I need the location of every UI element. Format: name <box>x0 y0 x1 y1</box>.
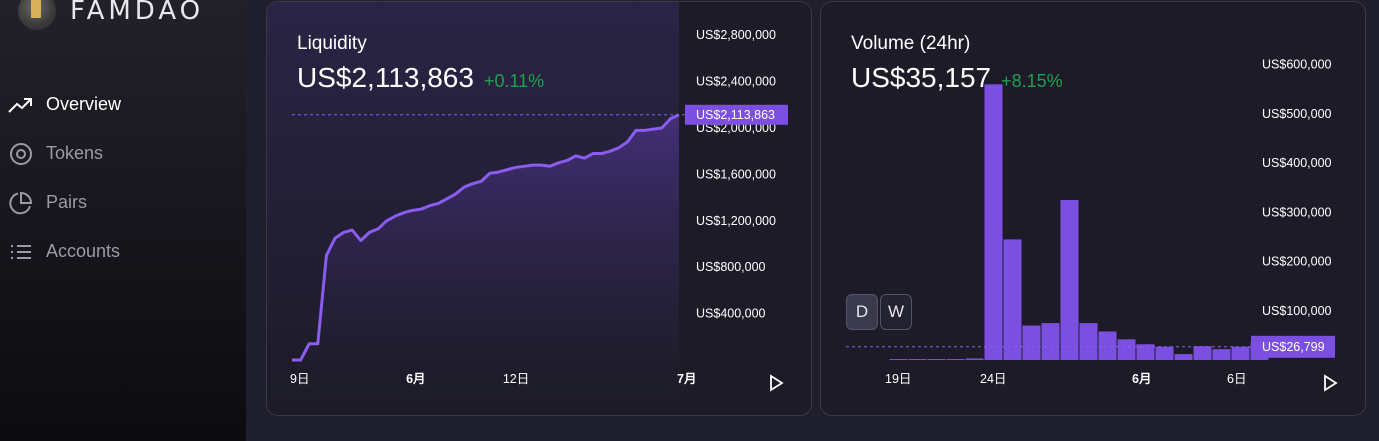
y-tick-label: US$2,800,000 <box>696 28 776 42</box>
x-tick-label: 9日 <box>290 372 309 386</box>
volume-value: US$35,157 +8.15% <box>851 62 1063 94</box>
play-icon[interactable] <box>767 374 785 392</box>
volume-bar[interactable] <box>1231 346 1250 360</box>
daily-toggle-button[interactable]: D <box>846 294 878 330</box>
liquidity-amount: US$2,113,863 <box>297 62 474 93</box>
volume-bar[interactable] <box>1136 344 1155 360</box>
liquidity-chart[interactable]: US$2,800,000US$2,400,000US$2,000,000US$1… <box>267 2 812 416</box>
sidebar-item-tokens[interactable]: Tokens <box>8 129 121 178</box>
target-icon <box>8 141 34 167</box>
volume-bar[interactable] <box>1117 339 1136 360</box>
volume-change: +8.15% <box>1001 71 1063 91</box>
famdao-logo <box>18 0 56 30</box>
volume-card: US$600,000 US$500,000 US$400,000 US$300,000… <box>820 1 1366 416</box>
sidebar-item-pairs[interactable]: Pairs <box>8 178 121 227</box>
y-tick-label: US$300,000 <box>1262 205 1332 219</box>
sidebar-item-label: Accounts <box>46 241 121 261</box>
current-value-label: US$26,799 <box>1262 340 1325 354</box>
current-value-marker <box>1251 335 1335 358</box>
liquidity-area <box>292 114 679 360</box>
x-tick-label: 6月 <box>1132 372 1151 386</box>
y-tick-label: US$500,000 <box>1262 107 1332 121</box>
x-tick-label: 24日 <box>980 372 1006 386</box>
current-value-label: US$2,113,863 <box>696 108 775 122</box>
weekly-toggle-button[interactable]: W <box>880 294 912 330</box>
x-tick-label: 6月 <box>406 372 425 386</box>
sidebar-nav: Overview Tokens Pairs Accounts <box>8 80 121 276</box>
sidebar-item-label: Pairs <box>46 192 88 212</box>
volume-title: Volume (24hr) <box>851 33 971 54</box>
volume-bar[interactable] <box>927 359 946 361</box>
volume-bar[interactable] <box>1174 354 1193 360</box>
volume-bar[interactable] <box>1212 349 1231 360</box>
sidebar-item-label: Overview <box>46 94 122 114</box>
sidebar: FAMDAO Overview Tokens Pairs Accounts <box>0 0 246 441</box>
y-tick-label: US$2,400,000 <box>696 75 776 89</box>
volume-bar[interactable] <box>946 359 965 361</box>
y-tick-label: US$400,000 <box>1262 156 1332 170</box>
liquidity-change: +0.11% <box>483 71 545 91</box>
volume-bar[interactable] <box>889 359 908 361</box>
x-tick-label: 19日 <box>885 372 911 386</box>
volume-bar[interactable] <box>1060 200 1079 360</box>
liquidity-card: US$2,800,000 US$2,400,000 US$2,000,000 US$1… <box>266 1 812 416</box>
volume-chart[interactable]: US$600,000 US$500,000 US$400,000 US$300,000… <box>821 2 1366 416</box>
y-tick-label: US$400,000 <box>696 307 766 321</box>
volume-bar[interactable] <box>1079 323 1098 360</box>
brand-name: FAMDAO <box>70 0 205 26</box>
volume-bar[interactable] <box>965 358 984 360</box>
current-value-marker <box>685 104 788 125</box>
volume-bar[interactable] <box>908 359 927 361</box>
liquidity-line <box>292 113 680 362</box>
brand[interactable]: FAMDAO <box>18 0 204 30</box>
x-tick-label: 7月 <box>677 372 696 386</box>
x-tick-label: 12日 <box>503 372 529 386</box>
sidebar-item-overview[interactable]: Overview <box>8 80 121 129</box>
liquidity-value: US$2,113,863 +0.11% <box>297 62 544 94</box>
sidebar-item-label: Tokens <box>46 143 104 163</box>
y-tick-label: US$600,000 <box>1262 58 1332 72</box>
list-icon <box>8 239 34 265</box>
x-tick-label: 6日 <box>1227 372 1246 386</box>
volume-bar[interactable] <box>1003 239 1022 360</box>
volume-bar[interactable] <box>984 84 1003 361</box>
volume-bar[interactable] <box>1022 325 1041 360</box>
y-tick-label: US$200,000 <box>1262 255 1332 269</box>
volume-amount: US$35,157 <box>851 62 992 93</box>
volume-bar[interactable] <box>1098 331 1117 360</box>
y-tick-label: US$1,600,000 <box>696 167 776 181</box>
main-content: US$2,800,000 US$2,400,000 US$2,000,000 US$1… <box>246 0 1379 441</box>
y-tick-label: US$1,200,000 <box>696 214 776 228</box>
liquidity-title: Liquidity <box>297 33 367 54</box>
volume-bar[interactable] <box>1193 346 1212 360</box>
y-tick-label: US$800,000 <box>696 260 766 274</box>
sidebar-item-accounts[interactable]: Accounts <box>8 227 121 276</box>
play-icon[interactable] <box>1321 374 1339 392</box>
trending-up-icon <box>8 92 34 118</box>
pie-chart-icon <box>8 190 34 216</box>
volume-bar[interactable] <box>1155 346 1174 360</box>
y-tick-label: US$100,000 <box>1262 304 1332 318</box>
volume-bar[interactable] <box>1041 323 1060 360</box>
